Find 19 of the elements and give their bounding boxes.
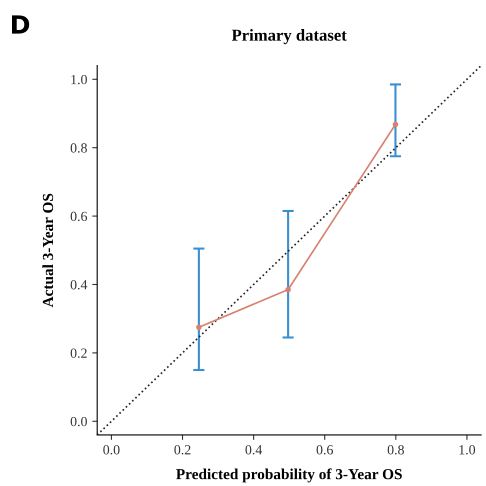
chart-title: Primary dataset	[232, 29, 347, 44]
y-axis-title: Actual 3-Year OS	[42, 194, 54, 308]
y-tick-label: 0.6	[70, 212, 88, 222]
y-tick-label: 0.8	[70, 143, 87, 153]
point	[285, 286, 291, 292]
point	[196, 324, 202, 330]
y-tick-label: 0.2	[70, 348, 87, 358]
x-axis-title: Predicted probability of 3-Year OS	[176, 468, 402, 482]
x-tick-label: 0.0	[103, 445, 120, 455]
x-tick-label: 0.2	[174, 445, 190, 455]
point	[392, 122, 398, 128]
y-tick-label: 0.4	[70, 280, 88, 290]
x-tick-label: 0.6	[316, 445, 333, 455]
y-tick-label: 0.0	[70, 416, 87, 426]
x-tick-label: 0.4	[245, 445, 262, 455]
x-tick-label: 0.8	[388, 445, 404, 455]
y-tick-label: 1.0	[71, 74, 87, 84]
x-tick-label: 1.0	[459, 445, 476, 455]
text: D	[12, 15, 30, 34]
